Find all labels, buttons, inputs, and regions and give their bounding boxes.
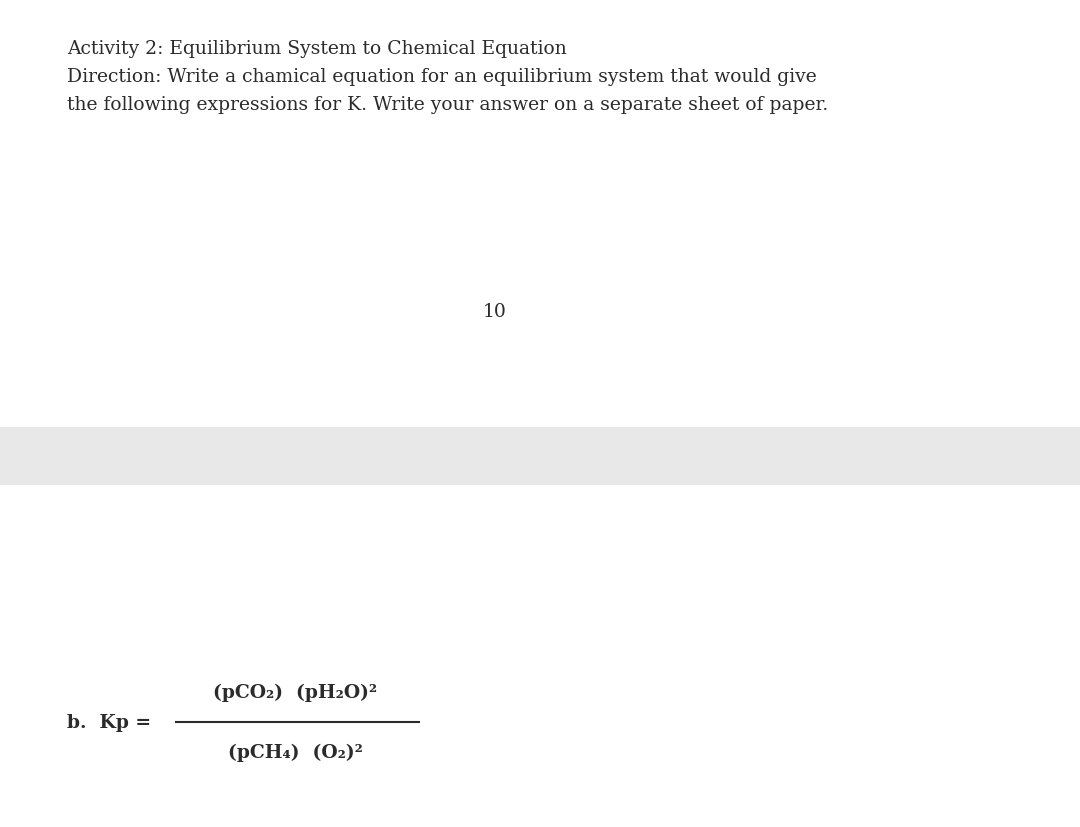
Text: (pCH₄)  (O₂)²: (pCH₄) (O₂)² xyxy=(228,743,363,761)
Text: Direction: Write a chamical equation for an equilibrium system that would give: Direction: Write a chamical equation for… xyxy=(67,68,816,86)
Text: Activity 2: Equilibrium System to Chemical Equation: Activity 2: Equilibrium System to Chemic… xyxy=(67,40,567,58)
Text: b.  Kp =: b. Kp = xyxy=(67,713,151,731)
Text: 10: 10 xyxy=(483,303,507,321)
Text: the following expressions for K. Write your answer on a separate sheet of paper.: the following expressions for K. Write y… xyxy=(67,96,828,114)
Bar xyxy=(0,428,1080,485)
Text: (pCO₂)  (pH₂O)²: (pCO₂) (pH₂O)² xyxy=(213,683,377,701)
